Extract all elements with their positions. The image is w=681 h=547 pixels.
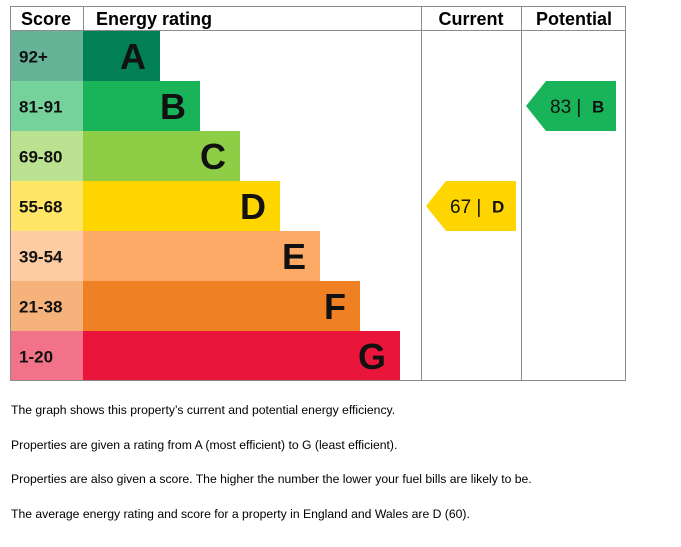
note-rating: Properties are given a rating from A (mo… xyxy=(11,437,398,452)
rating-bar-b xyxy=(83,81,200,131)
current-arrow xyxy=(426,181,516,231)
rating-bar-g xyxy=(83,331,400,381)
notes: The graph shows this property’s current … xyxy=(11,403,671,541)
current-header: Current xyxy=(438,9,503,29)
current-rating-letter: D xyxy=(492,198,504,217)
current-score-label: 67 | xyxy=(450,197,481,218)
score-cell-d xyxy=(11,181,83,231)
rating-bar-e xyxy=(83,231,320,281)
potential-score-label: 83 | xyxy=(550,97,581,118)
rating-bar-c xyxy=(83,131,240,181)
score-cell-b xyxy=(11,81,83,131)
note-score: Properties are also given a score. The h… xyxy=(11,472,532,486)
rating-letter-g: G xyxy=(358,336,386,377)
rating-letter-e: E xyxy=(282,236,306,277)
rating-bar-d xyxy=(83,181,280,231)
note-graph: The graph shows this property’s current … xyxy=(11,403,396,417)
rating-letter-c: C xyxy=(200,136,226,177)
rating-letter-b: B xyxy=(160,86,186,127)
score-header: Score xyxy=(21,9,71,29)
score-range-c: 69-80 xyxy=(19,148,62,167)
score-cell-g xyxy=(11,331,83,381)
potential-rating-letter: B xyxy=(592,98,604,117)
energy-rating-header: Energy rating xyxy=(96,9,212,29)
score-range-g: 1-20 xyxy=(19,348,53,367)
score-range-b: 81-91 xyxy=(19,98,62,117)
potential-header: Potential xyxy=(536,9,612,29)
rating-bar-f xyxy=(83,281,360,331)
energy-rating-chart: Score Energy rating Current Potential 92… xyxy=(10,6,626,381)
rating-letter-d: D xyxy=(240,186,266,227)
score-cell-f xyxy=(11,281,83,331)
score-range-e: 39-54 xyxy=(19,248,63,267)
potential-arrow xyxy=(526,81,616,131)
score-range-d: 55-68 xyxy=(19,198,62,217)
rating-letter-f: F xyxy=(324,286,346,327)
rating-letter-a: A xyxy=(120,36,146,77)
score-range-f: 21-38 xyxy=(19,298,62,317)
score-cell-c xyxy=(11,131,83,181)
score-range-a: 92+ xyxy=(19,48,48,67)
table-grid xyxy=(10,6,626,381)
note-average: The average energy rating and score for … xyxy=(11,506,470,521)
score-cell-a xyxy=(11,31,83,81)
rating-bar-a xyxy=(83,31,160,81)
score-cell-e xyxy=(11,231,83,281)
